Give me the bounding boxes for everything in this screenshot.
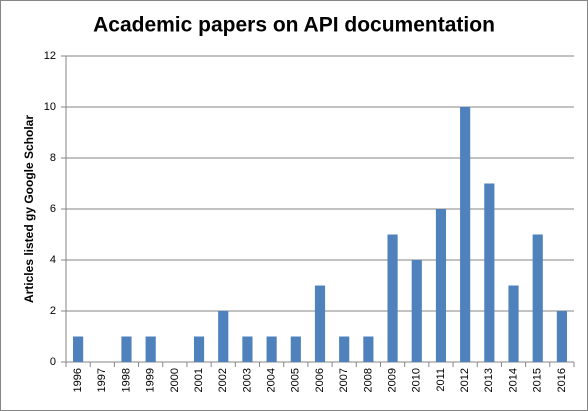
bar: [218, 311, 229, 362]
x-tick-label: 2012: [459, 368, 471, 392]
x-tick-label: 2010: [411, 368, 423, 392]
y-tick-label: 8: [50, 152, 56, 164]
x-tick-label: 2004: [266, 368, 278, 392]
y-tick-label: 12: [44, 50, 56, 62]
bar: [121, 336, 132, 362]
chart-title: Academic papers on API documentation: [93, 14, 495, 37]
bar: [193, 336, 205, 362]
x-tick-label: 2009: [386, 368, 398, 392]
bar: [508, 285, 519, 362]
bar: [314, 285, 326, 362]
x-tick-label: 2013: [483, 368, 495, 392]
x-tick-label: 1999: [145, 368, 157, 392]
bar: [266, 336, 277, 362]
x-tick-label: 2008: [362, 368, 374, 392]
x-tick-label: 2000: [169, 368, 181, 392]
x-tick-label: 2002: [217, 368, 229, 392]
y-tick-label: 10: [44, 101, 56, 113]
y-axis-label: Articles listed gy Google Scholar: [22, 115, 36, 303]
bar: [411, 260, 422, 362]
x-tick-label: 2014: [507, 368, 519, 392]
bar: [290, 336, 301, 362]
bar: [242, 336, 253, 362]
x-tick-label: 2007: [338, 368, 350, 392]
y-tick-label: 6: [50, 203, 56, 215]
bar: [363, 336, 374, 362]
bar: [73, 336, 84, 362]
x-tick-label: 1996: [72, 368, 84, 392]
x-tick-label: 1997: [96, 368, 108, 392]
y-tick-label: 2: [50, 305, 56, 317]
x-tick-label: 2003: [241, 368, 253, 392]
y-tick-label: 4: [50, 254, 56, 266]
x-tick-label: 2005: [290, 368, 302, 392]
y-tick-label: 0: [50, 356, 56, 368]
bar: [484, 183, 495, 362]
bar: [556, 311, 567, 362]
x-tick-label: 1998: [120, 368, 132, 392]
bar: [532, 234, 543, 362]
bar: [387, 234, 398, 362]
bar: [435, 209, 447, 362]
bar: [460, 107, 471, 362]
x-tick-label: 2016: [556, 368, 568, 392]
x-tick-label: 2001: [193, 368, 205, 392]
bar: [145, 336, 156, 362]
bar: [339, 336, 350, 362]
x-tick-label: 2015: [532, 368, 544, 392]
x-tick-label: 2006: [314, 368, 326, 392]
x-tick-label: 2011: [435, 368, 447, 392]
